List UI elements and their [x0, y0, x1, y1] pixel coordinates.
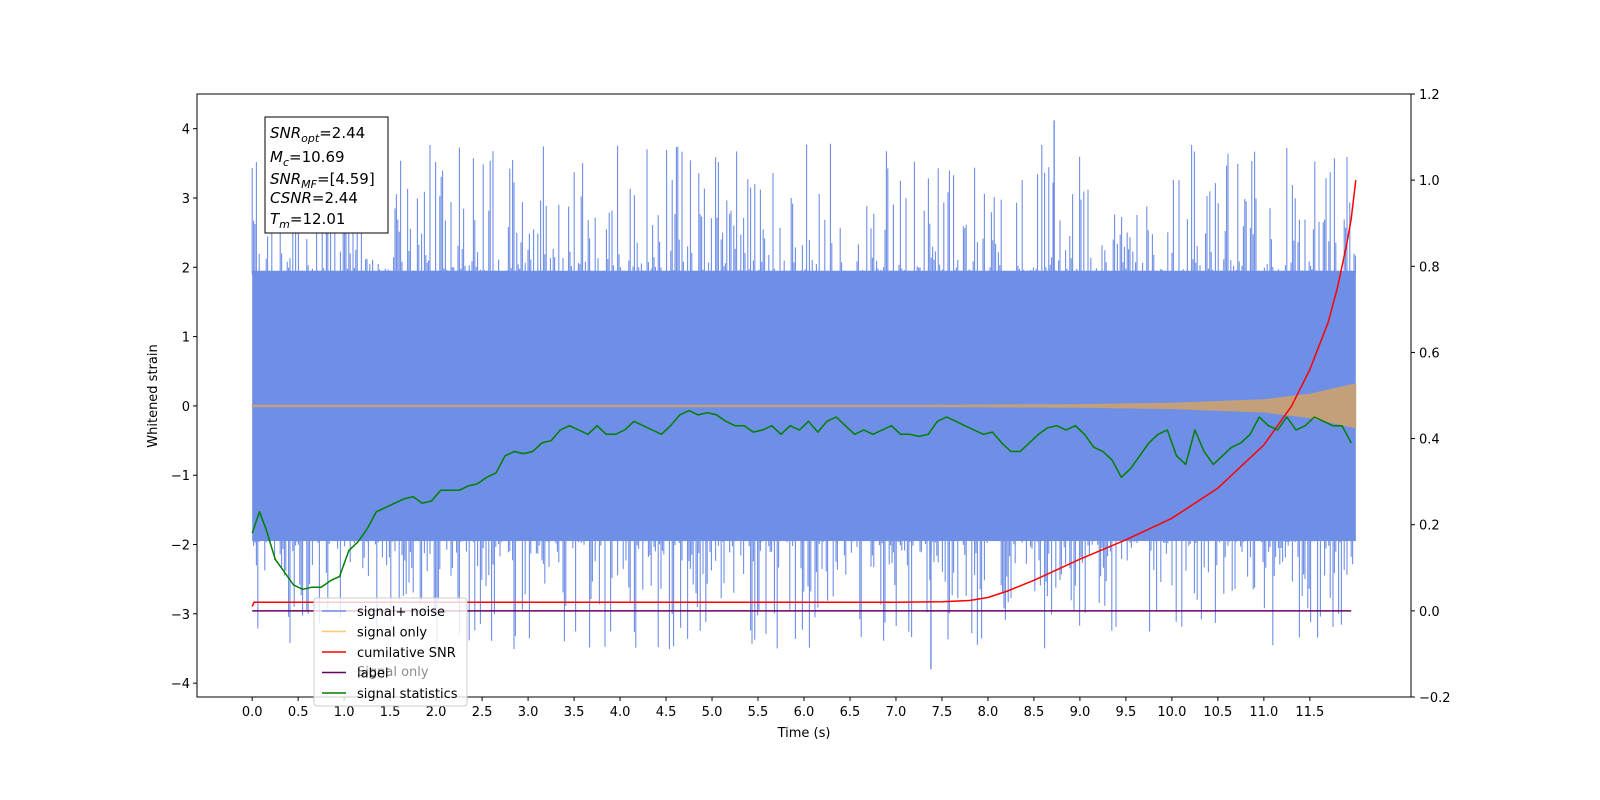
x-tick-label: 8.5: [1024, 705, 1045, 720]
y-tick-label: 4: [182, 123, 190, 138]
series-cumulative-snr: [251, 180, 1357, 607]
legend-label: label: [357, 667, 388, 682]
legend-occluded-text: Signal only: [357, 665, 429, 680]
y2-tick-label: −0.2: [1419, 691, 1451, 706]
series-signal-only: [251, 383, 1357, 429]
x-tick-label: 6.5: [840, 705, 861, 720]
x-tick-label: 1.5: [380, 705, 401, 720]
legend-label: signal only: [357, 626, 427, 641]
y-tick-label: 1: [182, 331, 190, 346]
legend: Signal only signal+ noise signal only cumi…: [313, 597, 468, 707]
x-tick-label: 6.0: [794, 705, 815, 720]
y2-tick-label: 0.8: [1419, 260, 1440, 275]
x-tick-label: 10.0: [1157, 705, 1186, 720]
y2-tick-label: 0.0: [1419, 605, 1440, 620]
x-tick-label: 2.5: [472, 705, 493, 720]
legend-label: cumilative SNR: [357, 646, 456, 661]
x-tick-label: 9.0: [1070, 705, 1091, 720]
info-tm: Tm=12.01: [270, 210, 345, 231]
x-tick-label: 7.0: [886, 705, 907, 720]
y2-tick-label: 0.6: [1419, 346, 1440, 361]
y-tick-label: 2: [182, 261, 190, 276]
x-tick-label: 9.5: [1116, 705, 1137, 720]
y-axis-title: Whitened strain: [146, 344, 161, 447]
series-signal-statistics: [251, 409, 1352, 591]
x-tick-label: 11.5: [1295, 705, 1324, 720]
legend-label: signal statistics: [357, 687, 458, 702]
x-tick-label: 1.0: [334, 705, 355, 720]
x-tick-label: 7.5: [932, 705, 953, 720]
x-axis-title: Time (s): [777, 726, 831, 741]
legend-label: signal+ noise: [357, 605, 445, 620]
y-axis-left: 4 3 2 1 0 −1 −2 −3 −4: [171, 123, 197, 692]
info-mc: Mc=10.69: [270, 148, 345, 169]
x-tick-label: 11.0: [1249, 705, 1278, 720]
y2-tick-label: 1.2: [1419, 88, 1440, 103]
y-tick-label: −2: [171, 539, 190, 554]
info-csnr: CSNR=2.44: [270, 189, 358, 207]
y2-tick-label: 0.2: [1419, 519, 1440, 534]
x-tick-label: 8.0: [978, 705, 999, 720]
y-tick-label: −1: [171, 469, 190, 484]
y2-tick-label: 1.0: [1419, 174, 1440, 189]
info-snr-opt: SNRopt=2.44: [270, 124, 365, 145]
x-tick-label: 4.5: [656, 705, 677, 720]
x-tick-label: 5.5: [748, 705, 769, 720]
x-tick-label: 4.0: [610, 705, 631, 720]
x-tick-label: 0.0: [242, 705, 263, 720]
info-snr-mf: SNRMF=[4.59]: [270, 170, 375, 191]
y-tick-label: −4: [171, 677, 190, 692]
y-tick-label: 0: [182, 400, 190, 415]
x-tick-label: 5.0: [702, 705, 723, 720]
info-box-frame: [264, 116, 389, 234]
info-box: SNRopt=2.44 Mc=10.69 SNRMF=[4.59] CSNR=2…: [264, 116, 389, 234]
y2-tick-label: 0.4: [1419, 433, 1440, 448]
x-tick-label: 2.0: [426, 705, 447, 720]
x-tick-label: 3.5: [564, 705, 585, 720]
legend-frame: [313, 597, 468, 707]
y-tick-label: 3: [182, 192, 190, 207]
y-axis-right: 1.2 1.0 0.8 0.6 0.4 0.2 0.0 −0.2: [1411, 88, 1451, 706]
x-tick-label: 0.5: [288, 705, 309, 720]
series-signal-noise-spikes: [251, 143, 1356, 650]
y-tick-label: −3: [171, 608, 190, 623]
x-tick-label: 3.0: [518, 705, 539, 720]
x-tick-label: 10.5: [1203, 705, 1232, 720]
